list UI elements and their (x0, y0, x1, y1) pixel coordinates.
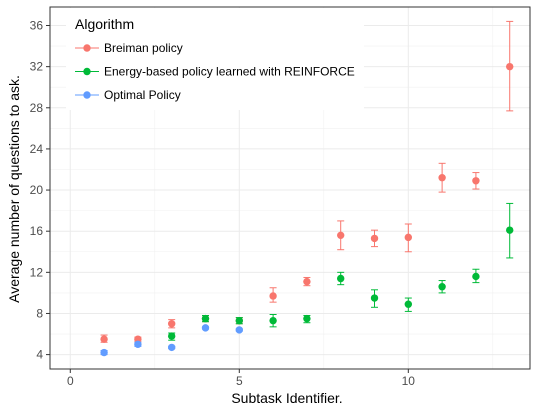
y-tick-label: 4 (36, 348, 43, 362)
data-point (506, 62, 514, 71)
data-point (303, 314, 311, 323)
x-tick-label: 5 (236, 374, 243, 388)
data-point (303, 277, 311, 286)
data-point (506, 226, 514, 234)
legend-key-point (83, 44, 91, 52)
legend-key-point (83, 91, 91, 99)
data-point (100, 348, 108, 357)
data-point (337, 231, 345, 240)
legend: Algorithm Breiman policy Energy-based pol… (66, 8, 364, 110)
data-point (167, 343, 176, 352)
y-axis-ticks: 4 8 12 16 20 24 28 32 36 (30, 19, 50, 362)
data-point (201, 324, 210, 332)
y-tick-label: 16 (30, 224, 44, 238)
data-point (472, 177, 480, 185)
legend-key-point (83, 67, 91, 76)
data-point (134, 335, 142, 343)
y-tick-label: 32 (30, 60, 44, 74)
data-point (100, 335, 108, 343)
series-3 (100, 324, 243, 357)
y-tick-label: 20 (30, 183, 44, 197)
y-tick-label: 24 (30, 142, 44, 156)
x-tick-label: 0 (67, 374, 74, 388)
data-point (201, 314, 210, 323)
y-tick-label: 12 (30, 265, 44, 279)
legend-title: Algorithm (75, 16, 134, 32)
data-point (134, 340, 142, 349)
data-point (167, 320, 176, 328)
data-point (472, 272, 480, 281)
legend-background (66, 8, 364, 110)
legend-label: Optimal Policy (104, 88, 181, 102)
y-tick-label: 36 (30, 19, 44, 33)
data-point (337, 274, 345, 283)
data-point (235, 316, 243, 325)
x-axis-ticks: 0 5 10 (67, 369, 415, 388)
data-point (370, 294, 379, 302)
y-axis-title: Average number of questions to ask. (6, 75, 22, 303)
x-tick-label: 10 (402, 374, 416, 388)
legend-keys: Breiman policy Energy-based policy learne… (75, 41, 355, 102)
data-point (269, 292, 277, 300)
data-point (404, 233, 413, 242)
data-point (438, 283, 446, 291)
data-marks (100, 20, 514, 357)
plot-panel-border (49, 6, 531, 370)
data-point (404, 300, 413, 308)
x-axis-title: Subtask Identifier. (231, 390, 342, 406)
y-tick-label: 28 (30, 101, 44, 115)
data-point (167, 332, 176, 340)
data-point (370, 234, 379, 243)
series-2 (167, 202, 514, 341)
data-point (269, 316, 277, 325)
data-point (438, 174, 446, 182)
data-point (235, 326, 243, 334)
legend-label: Breiman policy (104, 41, 183, 55)
y-tick-label: 8 (36, 306, 43, 320)
legend-label: Energy-based policy learned with REINFOR… (104, 65, 355, 79)
